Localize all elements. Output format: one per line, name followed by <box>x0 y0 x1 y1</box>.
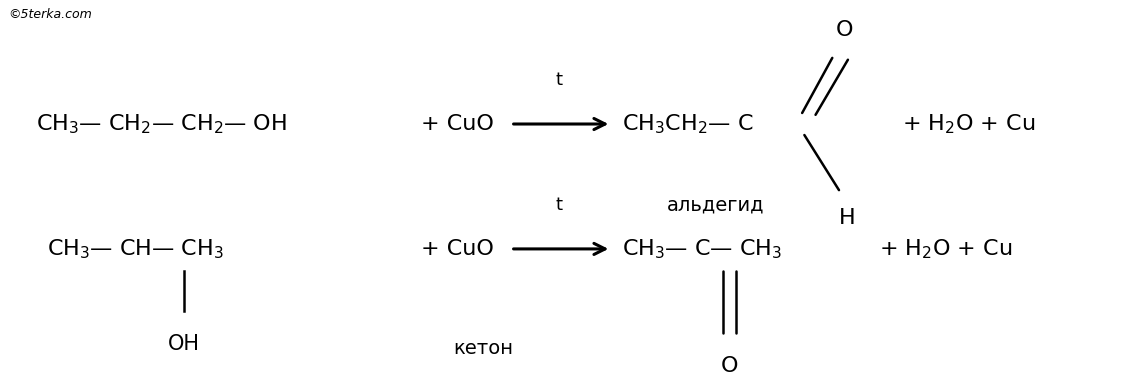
Text: O: O <box>836 21 854 40</box>
Text: t: t <box>555 71 562 89</box>
Text: CH$_3$— CH$_2$— CH$_2$— OH: CH$_3$— CH$_2$— CH$_2$— OH <box>36 112 287 136</box>
Text: кетон: кетон <box>453 339 513 358</box>
Text: t: t <box>555 196 562 214</box>
Text: альдегид: альдегид <box>668 195 764 214</box>
Text: CH$_3$— C— CH$_3$: CH$_3$— C— CH$_3$ <box>623 237 782 261</box>
Text: H: H <box>838 208 855 228</box>
Text: O: O <box>720 356 738 377</box>
Text: ©5terka.com: ©5terka.com <box>8 8 92 21</box>
Text: + CuO: + CuO <box>422 239 495 259</box>
Text: OH: OH <box>167 334 200 355</box>
Text: CH$_3$— CH— CH$_3$: CH$_3$— CH— CH$_3$ <box>47 237 224 261</box>
Text: CH$_3$CH$_2$— C: CH$_3$CH$_2$— C <box>623 112 754 136</box>
Text: + H$_2$O + Cu: + H$_2$O + Cu <box>901 112 1034 136</box>
Text: + CuO: + CuO <box>422 114 495 134</box>
Text: + H$_2$O + Cu: + H$_2$O + Cu <box>880 237 1012 261</box>
